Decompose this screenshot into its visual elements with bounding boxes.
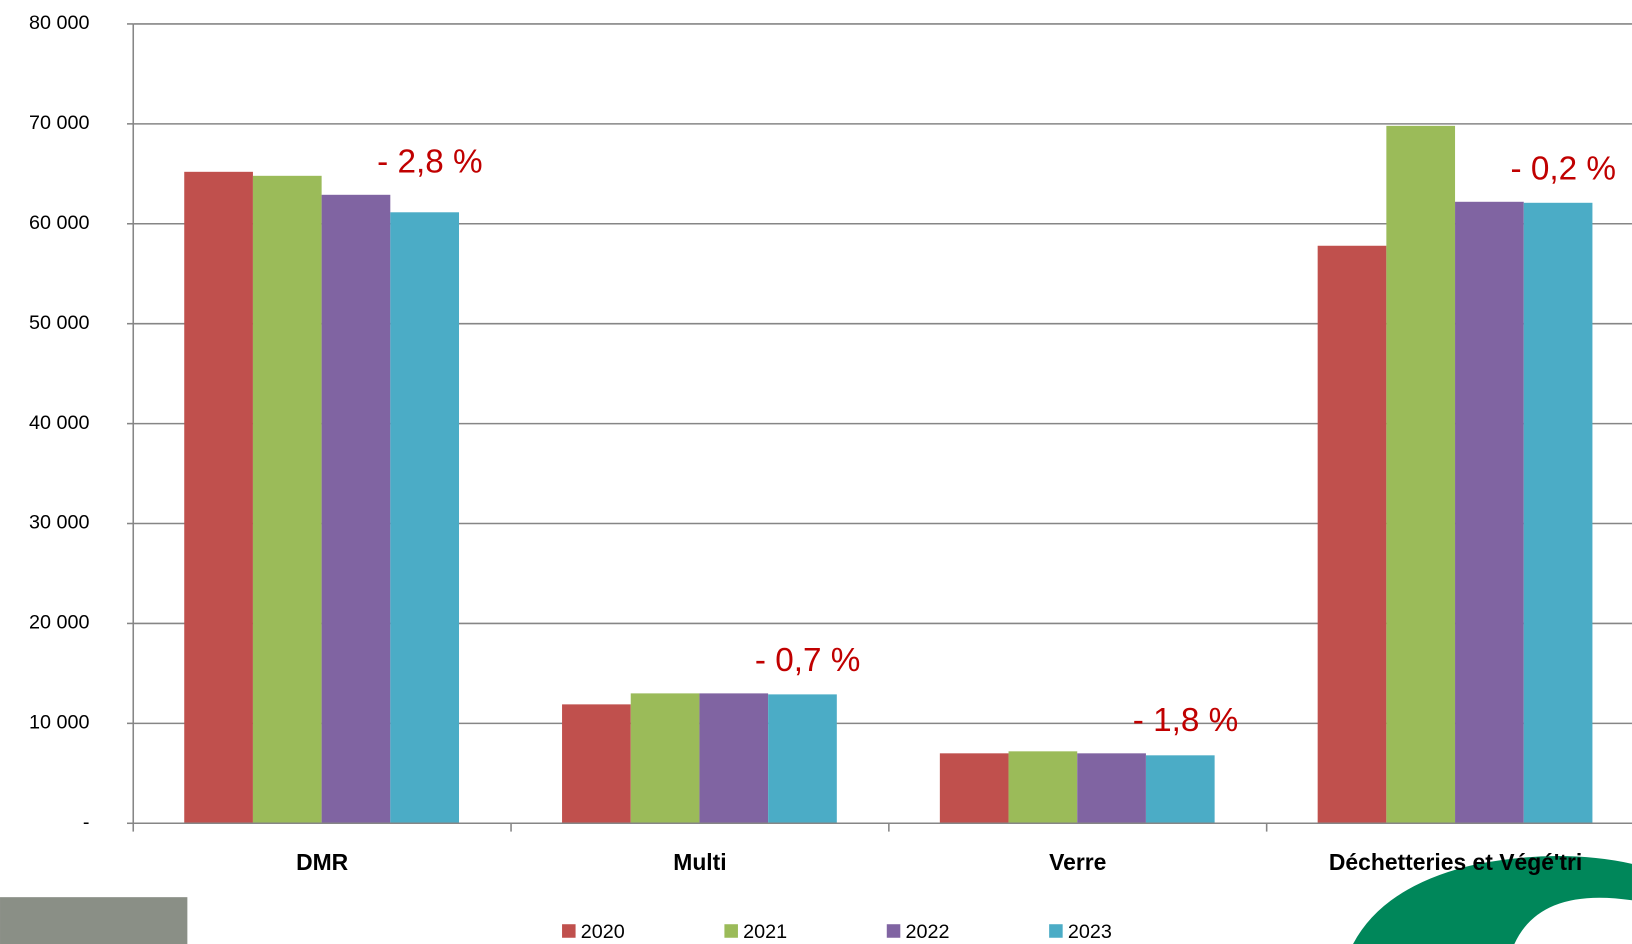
bar — [562, 704, 631, 823]
legend-swatch — [724, 924, 738, 938]
bar — [940, 753, 1009, 823]
annotation: - 2,8 % — [377, 143, 482, 180]
bar — [322, 195, 391, 823]
bar — [699, 693, 768, 823]
annotation: - 0,2 % — [1511, 150, 1616, 187]
bar — [1318, 246, 1387, 824]
y-tick-label: - — [83, 811, 90, 833]
legend-swatch — [1049, 924, 1063, 938]
bar — [1009, 751, 1078, 823]
y-tick-label: 10 000 — [29, 712, 89, 734]
x-tick-label: Déchetteries et Végé'tri — [1329, 849, 1582, 875]
y-tick-label: 30 000 — [29, 512, 89, 534]
bar — [1455, 202, 1524, 823]
bar — [1524, 203, 1593, 823]
y-tick-label: 60 000 — [29, 212, 89, 234]
annotation: - 1,8 % — [1133, 702, 1238, 739]
annotation: - 0,7 % — [755, 642, 860, 679]
bar — [390, 212, 459, 823]
bar — [184, 172, 253, 823]
legend-label: 2021 — [743, 921, 787, 943]
x-tick-label: DMR — [296, 849, 349, 875]
x-tick-label: Multi — [673, 849, 726, 875]
photo-fragment — [0, 897, 187, 944]
bar — [1077, 753, 1146, 823]
bar — [253, 176, 322, 823]
chart: - 10 000 20 000 30 000 40 000 50 000 60 000 70 … — [0, 0, 1632, 944]
legend-label: 2020 — [581, 921, 625, 943]
legend-label: 2023 — [1068, 921, 1112, 943]
y-tick-label: 80 000 — [29, 12, 89, 34]
bar — [1146, 755, 1215, 823]
bar — [631, 693, 700, 823]
bar — [768, 694, 837, 823]
legend-swatch — [562, 924, 576, 938]
y-tick-label: 50 000 — [29, 312, 89, 334]
x-tick-label: Verre — [1049, 849, 1106, 875]
y-tick-label: 40 000 — [29, 412, 89, 434]
bar — [1386, 126, 1455, 823]
legend-swatch — [887, 924, 901, 938]
y-tick-label: 20 000 — [29, 612, 89, 634]
y-tick-label: 70 000 — [29, 112, 89, 134]
legend-label: 2022 — [906, 921, 950, 943]
